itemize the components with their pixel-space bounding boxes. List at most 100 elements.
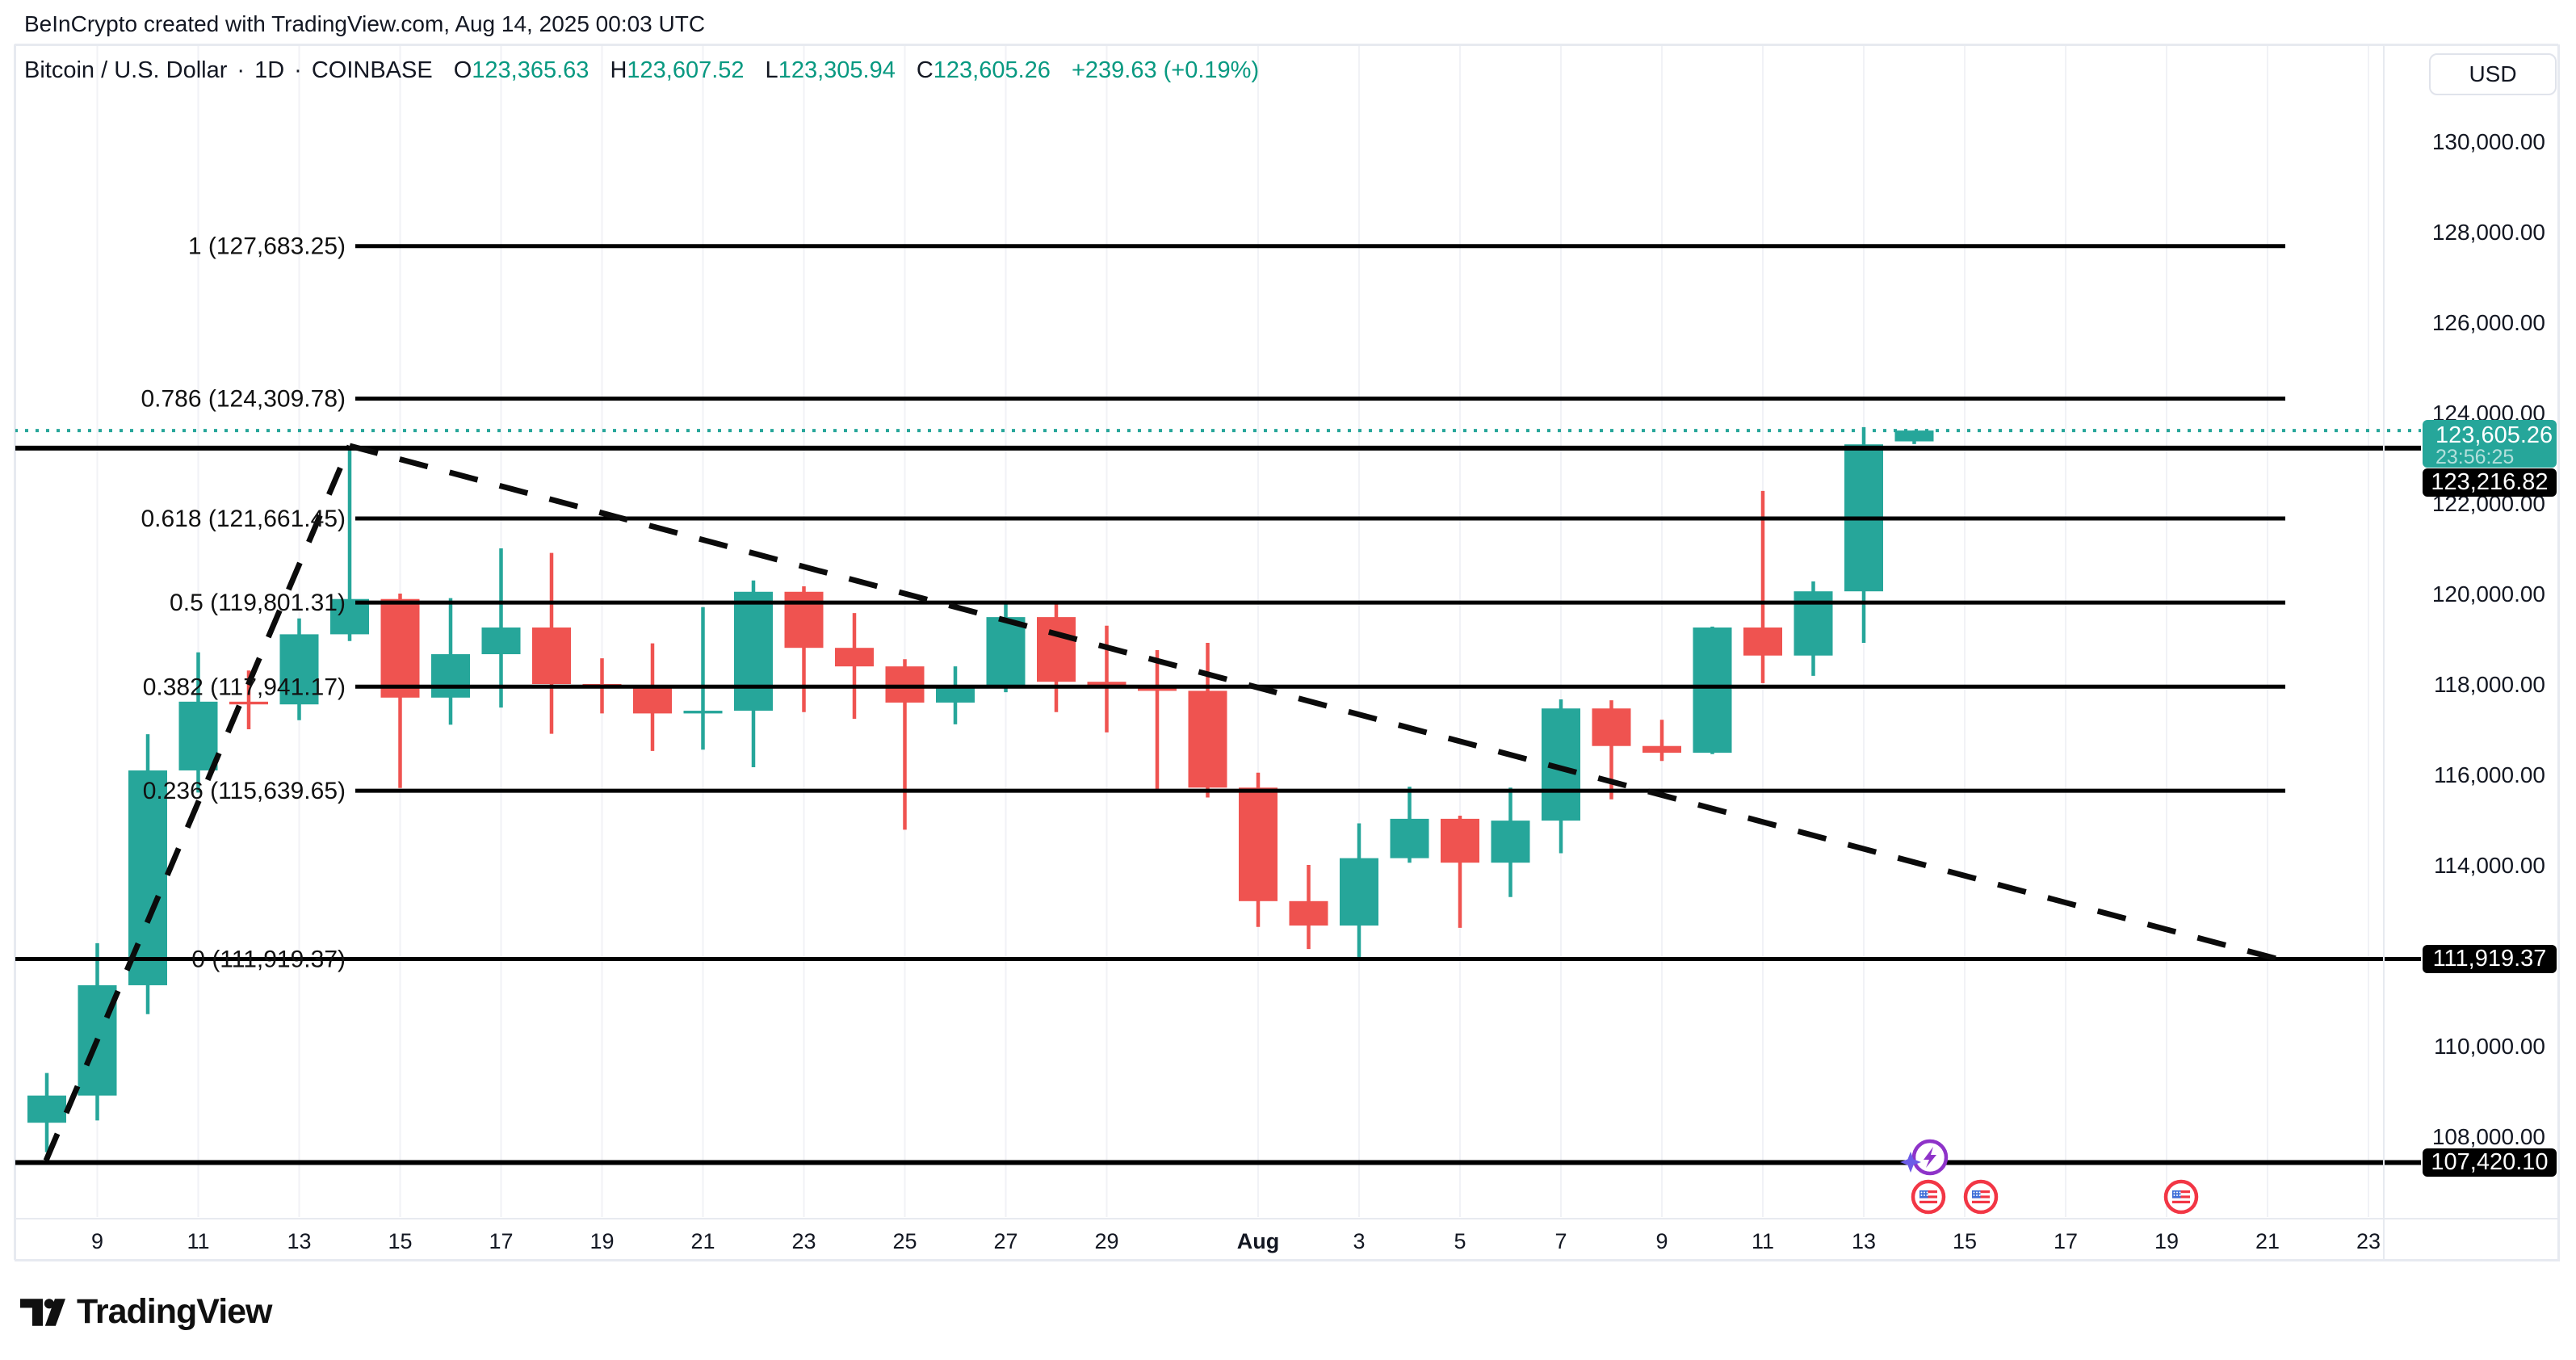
current-price-value: 123,605.26 [2435,422,2553,448]
tradingview-logo-text: TradingView [77,1292,272,1331]
candle-Aug-12[interactable] [1794,581,1833,676]
tradingview-logo-icon [20,1298,65,1326]
bar-countdown: 23:56:25 [2435,446,2515,468]
price-axis-label: 120,000.00 [2432,581,2545,607]
symbol-name[interactable]: Bitcoin / U.S. Dollar [24,57,228,83]
candle-Jul-17[interactable] [481,548,521,708]
fib-label-0.786: 0.786 (124,309.78) [141,386,346,413]
fib-label-0.382: 0.382 (117,941.17) [143,674,346,700]
fib-label-0.618: 0.618 (121,661.45) [141,506,346,532]
symbol-bar: Bitcoin / U.S. Dollar · 1D · COINBASE O … [24,57,1259,84]
candle-Jul-15[interactable] [380,594,420,788]
separator-dot: · [294,57,302,83]
candle-Jul-28[interactable] [1037,602,1076,712]
candle-Aug-4[interactable] [1390,787,1429,863]
candle-Jul-24[interactable] [835,613,874,720]
ascending-trendline[interactable] [43,444,353,1162]
date-axis-label: 3 [1353,1229,1365,1253]
candle-Jul-13[interactable] [279,618,319,720]
candle-Aug-3[interactable] [1340,823,1378,958]
fib-label-0.236: 0.236 (115,639.65) [143,778,346,804]
candle-Jul-16[interactable] [431,598,470,725]
change-value: +239.63 (+0.19%) [1071,57,1260,83]
price-axis-label: 128,000.00 [2432,220,2545,245]
open-label: O [453,57,472,83]
date-axis-label: 19 [589,1229,614,1253]
price-axis-label: 114,000.00 [2434,853,2545,878]
fib-zero-badge[interactable]: 111,919.37 [2423,945,2557,973]
low-label: L [765,57,778,83]
date-axis-label: 29 [1094,1229,1118,1253]
date-axis-label: 13 [287,1229,311,1253]
candle-Jul-29[interactable] [1087,625,1126,732]
date-axis-label: Aug [1237,1229,1279,1253]
candle-Jul-27[interactable] [986,602,1026,693]
price-axis-label: 126,000.00 [2432,310,2545,335]
candle-Jul-8[interactable] [27,1072,66,1152]
descending-trendline[interactable] [349,443,2286,964]
candle-Aug-14[interactable] [1894,430,1934,444]
candle-Jul-10[interactable] [128,734,167,1014]
date-axis-label: 15 [388,1229,412,1253]
date-axis-label: 5 [1454,1229,1466,1253]
candle-Jul-30[interactable] [1138,650,1177,789]
price-line-badge-low[interactable]: 107,420.10 [2423,1148,2557,1177]
date-axis-label: 19 [2154,1229,2179,1253]
price-line-badge-high[interactable]: 123,216.82 [2423,468,2557,497]
date-axis-label: 7 [1554,1229,1567,1253]
candle-Aug-1[interactable] [1239,772,1278,927]
candle-Jul-18[interactable] [532,552,571,734]
date-axis-label: 11 [187,1229,209,1253]
candle-Jul-31[interactable] [1188,643,1227,798]
candle-Jul-14[interactable] [330,447,369,641]
date-axis-label: 9 [1655,1229,1668,1253]
date-axis-label: 11 [1752,1229,1774,1253]
exchange-label[interactable]: COINBASE [311,57,433,83]
candle-Jul-21[interactable] [683,607,723,750]
date-axis-label: 25 [892,1229,917,1253]
low-value: 123,305.94 [778,57,896,83]
us-economic-event-icon[interactable] [2163,1178,2200,1219]
date-axis-label: 15 [1953,1229,1977,1253]
price-axis-label: 130,000.00 [2432,129,2545,154]
candle-Aug-9[interactable] [1643,720,1681,762]
candle-Jul-9[interactable] [78,942,117,1121]
candle-Aug-10[interactable] [1693,626,1732,754]
high-label: H [610,57,627,83]
fib-label-0: 0 (111,919.37) [191,947,346,973]
high-value: 123,607.52 [627,57,745,83]
fib-label-1: 1 (127,683.25) [188,233,346,260]
date-axis-label: 17 [2054,1229,2078,1253]
candle-Aug-6[interactable] [1491,787,1530,897]
price-axis-label: 108,000.00 [2432,1124,2545,1149]
fib-label-0.5: 0.5 (119,801.31) [170,590,346,616]
candle-Jul-22[interactable] [734,580,773,768]
price-axis-label: 116,000.00 [2434,762,2545,787]
candle-Jul-20[interactable] [633,643,672,751]
date-axis-label: 23 [2356,1229,2381,1253]
candle-Aug-5[interactable] [1441,815,1479,928]
candle-Jul-11[interactable] [178,652,218,793]
lightning-event-icon[interactable] [1899,1131,1957,1188]
us-economic-event-icon[interactable] [1910,1178,1947,1219]
date-axis-label: 9 [91,1229,103,1253]
candle-Jul-26[interactable] [936,666,975,724]
currency-unit-button[interactable]: USD [2429,53,2557,95]
date-axis-label: 21 [690,1229,715,1253]
current-price-badge[interactable]: 123,605.26 23:56:25 [2423,420,2557,468]
candle-Aug-13[interactable] [1844,426,1883,644]
date-axis-label: 13 [1852,1229,1876,1253]
date-axis-label: 23 [791,1229,816,1253]
interval-label[interactable]: 1D [254,57,285,83]
candle-Aug-7[interactable] [1542,699,1580,854]
candle-Aug-2[interactable] [1289,865,1328,950]
separator-dot: · [237,57,245,83]
tradingview-logo[interactable]: TradingView [20,1292,272,1332]
candle-Aug-11[interactable] [1743,490,1782,683]
open-value: 123,365.63 [472,57,589,83]
price-axis-label: 118,000.00 [2434,672,2545,697]
candle-Jul-23[interactable] [784,586,824,712]
us-economic-event-icon[interactable] [1962,1178,1999,1219]
